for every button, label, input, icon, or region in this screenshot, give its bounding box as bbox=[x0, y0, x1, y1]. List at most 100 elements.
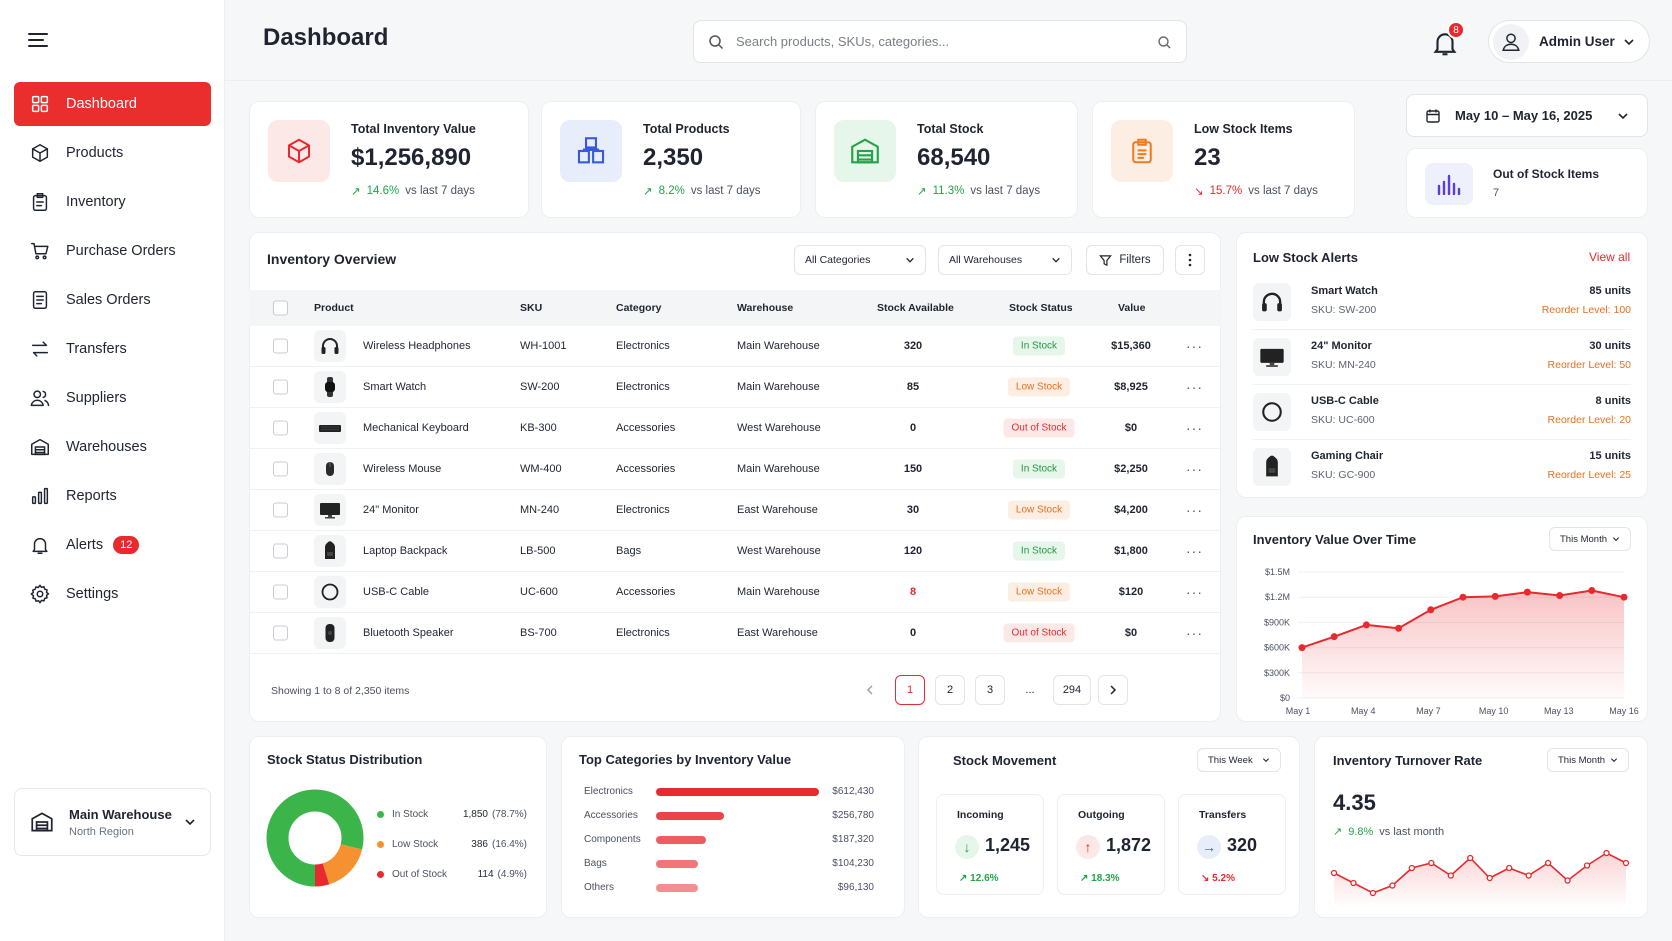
row-more-icon[interactable]: ··· bbox=[1186, 338, 1203, 354]
stock-available: 320 bbox=[903, 340, 923, 352]
row-more-icon[interactable]: ··· bbox=[1186, 420, 1203, 436]
sidebar-item-transfers[interactable]: Transfers bbox=[14, 327, 211, 371]
stock-available: 30 bbox=[906, 504, 920, 516]
stat-card-total-products[interactable]: Total Products 2,350 ↗ 8.2% vs last 7 days bbox=[541, 101, 801, 218]
sidebar-item-warehouses[interactable]: Warehouses bbox=[14, 425, 211, 469]
filters-button[interactable]: Filters bbox=[1086, 245, 1164, 275]
sidebar-item-reports[interactable]: Reports bbox=[14, 474, 211, 518]
product-sku: KB-300 bbox=[520, 422, 557, 434]
category-filter[interactable]: All Categories bbox=[794, 245, 926, 275]
trend-down-icon: ↘ bbox=[1201, 873, 1213, 884]
movement-change: ↗ 12.6% bbox=[959, 873, 999, 884]
row-more-icon[interactable]: ··· bbox=[1186, 379, 1203, 395]
sidebar-item-suppliers[interactable]: Suppliers bbox=[14, 376, 211, 420]
row-more-icon[interactable]: ··· bbox=[1186, 625, 1203, 641]
speaker-icon bbox=[314, 617, 346, 649]
select-all-checkbox[interactable] bbox=[273, 300, 288, 316]
table-row[interactable]: Wireless Headphones WH-1001 Electronics Mai… bbox=[249, 326, 1221, 367]
page-button[interactable]: 1 bbox=[895, 675, 925, 705]
row-checkbox[interactable] bbox=[273, 379, 288, 395]
row-value: $0 bbox=[1124, 422, 1138, 434]
table-row[interactable]: Bluetooth Speaker BS-700 Electronics East W… bbox=[249, 613, 1221, 654]
warehouse-selector[interactable]: Main Warehouse North Region bbox=[14, 788, 211, 856]
prev-page-button[interactable] bbox=[855, 675, 885, 705]
low-stock-item[interactable]: Gaming Chair SKU: GC-900 15 units Reorder L… bbox=[1253, 440, 1631, 495]
low-stock-item[interactable]: USB-C Cable SKU: UC-600 8 units Reorder Lev… bbox=[1253, 385, 1631, 440]
table-row[interactable]: Wireless Mouse WM-400 Accessories Main Ware… bbox=[249, 449, 1221, 490]
row-checkbox[interactable] bbox=[273, 625, 288, 641]
more-options-button[interactable] bbox=[1175, 245, 1205, 275]
movement-incoming[interactable]: Incoming ↓ 1,245 ↗ 12.6% bbox=[936, 794, 1044, 895]
sidebar-item-inventory[interactable]: Inventory bbox=[14, 180, 211, 224]
stat-card-low-stock-items[interactable]: Low Stock Items 23 ↘ 15.7% vs last 7 days bbox=[1092, 101, 1355, 218]
page-button[interactable]: 3 bbox=[975, 675, 1005, 705]
sidebar-item-sales-orders[interactable]: Sales Orders bbox=[14, 278, 211, 322]
row-checkbox[interactable] bbox=[273, 584, 288, 600]
category-bar-row: Components $187,320 bbox=[584, 831, 874, 851]
sidebar-item-products[interactable]: Products bbox=[14, 131, 211, 175]
row-checkbox[interactable] bbox=[273, 461, 288, 477]
value-chart-period-select[interactable]: This Month bbox=[1549, 527, 1631, 551]
stat-label: Total Stock bbox=[917, 122, 984, 136]
sidebar-item-purchase-orders[interactable]: Purchase Orders bbox=[14, 229, 211, 273]
pagination-ellipsis: ... bbox=[1015, 675, 1045, 705]
sparkline-point bbox=[1506, 864, 1513, 872]
movement-change: ↗ 18.3% bbox=[1080, 873, 1120, 884]
scan-search-icon[interactable] bbox=[1156, 34, 1172, 50]
warehouse-filter[interactable]: All Warehouses bbox=[938, 245, 1072, 275]
row-checkbox[interactable] bbox=[273, 543, 288, 559]
warehouse-icon bbox=[28, 435, 52, 459]
user-menu[interactable]: Admin User bbox=[1488, 20, 1650, 63]
table-row[interactable]: Mechanical Keyboard KB-300 Accessories West… bbox=[249, 408, 1221, 449]
low-stock-item[interactable]: Smart Watch SKU: SW-200 85 units Reorder Le… bbox=[1253, 275, 1631, 330]
row-checkbox[interactable] bbox=[273, 338, 288, 354]
product-name: Wireless Headphones bbox=[363, 340, 471, 352]
stat-card-total-inventory-value[interactable]: Total Inventory Value $1,256,890 ↗ 14.6% vs … bbox=[249, 101, 529, 218]
out-of-stock-card[interactable]: Out of Stock Items 7 bbox=[1406, 148, 1648, 218]
page-button[interactable]: 294 bbox=[1053, 675, 1091, 705]
row-more-icon[interactable]: ··· bbox=[1186, 584, 1203, 600]
data-point bbox=[1427, 606, 1435, 614]
table-row[interactable]: USB-C Cable UC-600 Accessories Main Warehou… bbox=[249, 572, 1221, 613]
menu-icon[interactable] bbox=[26, 28, 50, 52]
row-more-icon[interactable]: ··· bbox=[1186, 461, 1203, 477]
stat-card-total-stock[interactable]: Total Stock 68,540 ↗ 11.3% vs last 7 days bbox=[815, 101, 1078, 218]
sidebar-item-settings[interactable]: Settings bbox=[14, 572, 211, 616]
header-divider bbox=[225, 80, 1672, 81]
user-icon bbox=[1502, 32, 1520, 51]
x-tick-label: May 4 bbox=[1351, 706, 1376, 716]
row-checkbox[interactable] bbox=[273, 420, 288, 436]
row-checkbox[interactable] bbox=[273, 502, 288, 518]
turnover-period-select[interactable]: This Month bbox=[1547, 748, 1629, 772]
movement-outgoing[interactable]: Outgoing ↑ 1,872 ↗ 18.3% bbox=[1057, 794, 1165, 895]
low-stock-sku: SKU: UC-600 bbox=[1311, 414, 1375, 426]
monitor-icon bbox=[314, 494, 346, 526]
table-row[interactable]: Smart Watch SW-200 Electronics Main Warehou… bbox=[249, 367, 1221, 408]
search-input[interactable] bbox=[736, 34, 1156, 49]
sparkline-point bbox=[1408, 864, 1416, 872]
next-page-button[interactable] bbox=[1098, 675, 1128, 705]
out-of-stock-value: 7 bbox=[1493, 187, 1500, 199]
cable-icon bbox=[1253, 393, 1291, 431]
movement-transfers[interactable]: Transfers → 320 ↘ 5.2% bbox=[1178, 794, 1286, 895]
page-button[interactable]: 2 bbox=[935, 675, 965, 705]
table-row[interactable]: Laptop Backpack LB-500 Bags West Warehouse 1… bbox=[249, 531, 1221, 572]
turnover-change: ↗ 9.8% vs last month bbox=[1333, 825, 1444, 839]
arrow-down-icon: ↓ bbox=[955, 835, 979, 859]
stat-change-pct: 8.2% bbox=[658, 185, 685, 197]
table-row[interactable]: 24" Monitor MN-240 Electronics East Warehou… bbox=[249, 490, 1221, 531]
category-label: Bags bbox=[584, 858, 607, 869]
date-range-picker[interactable]: May 10 – May 16, 2025 bbox=[1406, 94, 1648, 137]
movement-period-select[interactable]: This Week bbox=[1197, 748, 1281, 772]
row-more-icon[interactable]: ··· bbox=[1186, 543, 1203, 559]
low-stock-units: 15 units bbox=[1589, 450, 1631, 462]
search-bar[interactable] bbox=[693, 20, 1187, 63]
product-sku: UC-600 bbox=[520, 586, 558, 598]
view-all-link[interactable]: View all bbox=[1589, 250, 1631, 264]
sidebar-item-dashboard[interactable]: Dashboard bbox=[14, 82, 211, 126]
low-stock-item[interactable]: 24" Monitor SKU: MN-240 30 units Reorder Le… bbox=[1253, 330, 1631, 385]
turnover-period: This Month bbox=[1558, 754, 1605, 766]
bar-chart-icon bbox=[1437, 174, 1461, 195]
sidebar-item-alerts[interactable]: Alerts 12 bbox=[14, 523, 211, 567]
row-more-icon[interactable]: ··· bbox=[1186, 502, 1203, 518]
